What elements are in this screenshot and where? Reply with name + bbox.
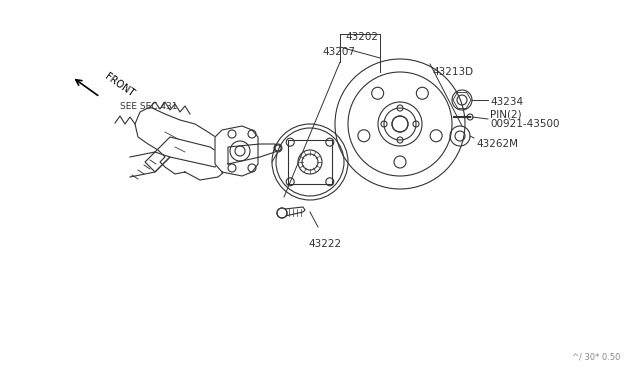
- Polygon shape: [228, 144, 278, 164]
- Polygon shape: [130, 152, 170, 177]
- Text: PIN(2): PIN(2): [490, 109, 522, 119]
- Text: ^/ 30* 0.50: ^/ 30* 0.50: [572, 353, 620, 362]
- Circle shape: [277, 208, 287, 218]
- Polygon shape: [145, 137, 225, 172]
- Text: 43234: 43234: [490, 97, 523, 107]
- Text: 43222: 43222: [308, 239, 341, 249]
- Polygon shape: [215, 126, 258, 176]
- Text: 43213D: 43213D: [432, 67, 473, 77]
- Text: 00921-43500: 00921-43500: [490, 119, 559, 129]
- Circle shape: [392, 116, 408, 132]
- Text: 43202: 43202: [345, 32, 378, 42]
- Circle shape: [274, 144, 282, 152]
- Text: 43207: 43207: [322, 47, 355, 57]
- Text: SEE SEC.431: SEE SEC.431: [120, 102, 177, 111]
- Text: FRONT: FRONT: [103, 72, 136, 99]
- Polygon shape: [285, 207, 305, 216]
- Polygon shape: [135, 107, 240, 180]
- Text: 43262M: 43262M: [476, 139, 518, 149]
